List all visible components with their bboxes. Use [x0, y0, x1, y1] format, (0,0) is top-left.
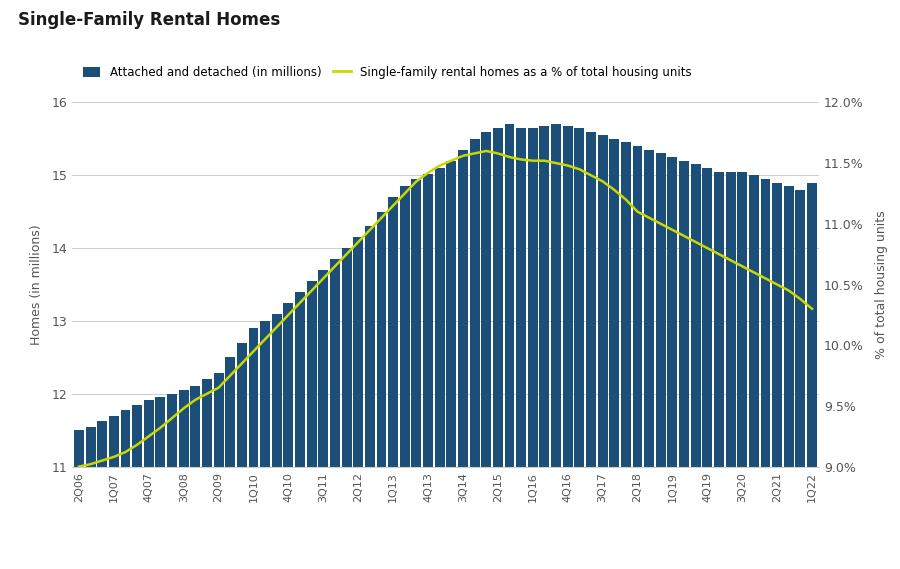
Bar: [760, 179, 770, 569]
Bar: [400, 186, 410, 569]
Bar: [458, 150, 468, 569]
Bar: [598, 135, 608, 569]
Bar: [225, 357, 235, 569]
Bar: [527, 128, 537, 569]
Bar: [376, 212, 386, 569]
Bar: [284, 303, 293, 569]
Bar: [354, 237, 364, 569]
Bar: [364, 226, 374, 569]
Bar: [644, 150, 654, 569]
Bar: [690, 164, 700, 569]
Bar: [319, 270, 328, 569]
Bar: [539, 126, 549, 569]
Bar: [179, 390, 189, 569]
Bar: [156, 397, 166, 569]
Bar: [237, 343, 247, 569]
Bar: [388, 197, 398, 569]
Bar: [260, 321, 270, 569]
Bar: [330, 259, 340, 569]
Bar: [702, 168, 712, 569]
Bar: [796, 190, 806, 569]
Bar: [668, 157, 678, 569]
Bar: [86, 427, 95, 569]
Bar: [74, 430, 84, 569]
Bar: [656, 154, 666, 569]
Bar: [470, 139, 480, 569]
Bar: [807, 183, 817, 569]
Bar: [121, 410, 130, 569]
Bar: [574, 128, 584, 569]
Bar: [725, 172, 735, 569]
Bar: [737, 172, 747, 569]
Bar: [446, 160, 456, 569]
Bar: [551, 124, 561, 569]
Y-axis label: Homes (in millions): Homes (in millions): [30, 224, 43, 345]
Bar: [132, 405, 142, 569]
Text: Single-Family Rental Homes: Single-Family Rental Homes: [18, 11, 280, 30]
Bar: [772, 183, 782, 569]
Bar: [749, 175, 759, 569]
Bar: [342, 248, 352, 569]
Bar: [423, 174, 433, 569]
Bar: [248, 328, 258, 569]
Bar: [272, 314, 282, 569]
Bar: [435, 168, 445, 569]
Bar: [680, 160, 689, 569]
Bar: [167, 394, 177, 569]
Bar: [586, 131, 596, 569]
Bar: [97, 422, 107, 569]
Bar: [482, 131, 491, 569]
Bar: [784, 186, 794, 569]
Bar: [109, 415, 119, 569]
Bar: [295, 292, 305, 569]
Bar: [714, 172, 724, 569]
Bar: [505, 124, 515, 569]
Bar: [307, 281, 317, 569]
Bar: [633, 146, 643, 569]
Bar: [609, 139, 619, 569]
Bar: [202, 379, 211, 569]
Y-axis label: % of total housing units: % of total housing units: [875, 210, 887, 359]
Legend: Attached and detached (in millions), Single-family rental homes as a % of total : Attached and detached (in millions), Sin…: [78, 61, 697, 84]
Bar: [411, 179, 421, 569]
Bar: [517, 128, 526, 569]
Bar: [213, 373, 223, 569]
Bar: [493, 128, 503, 569]
Bar: [562, 126, 572, 569]
Bar: [144, 399, 154, 569]
Bar: [191, 386, 201, 569]
Bar: [621, 142, 631, 569]
